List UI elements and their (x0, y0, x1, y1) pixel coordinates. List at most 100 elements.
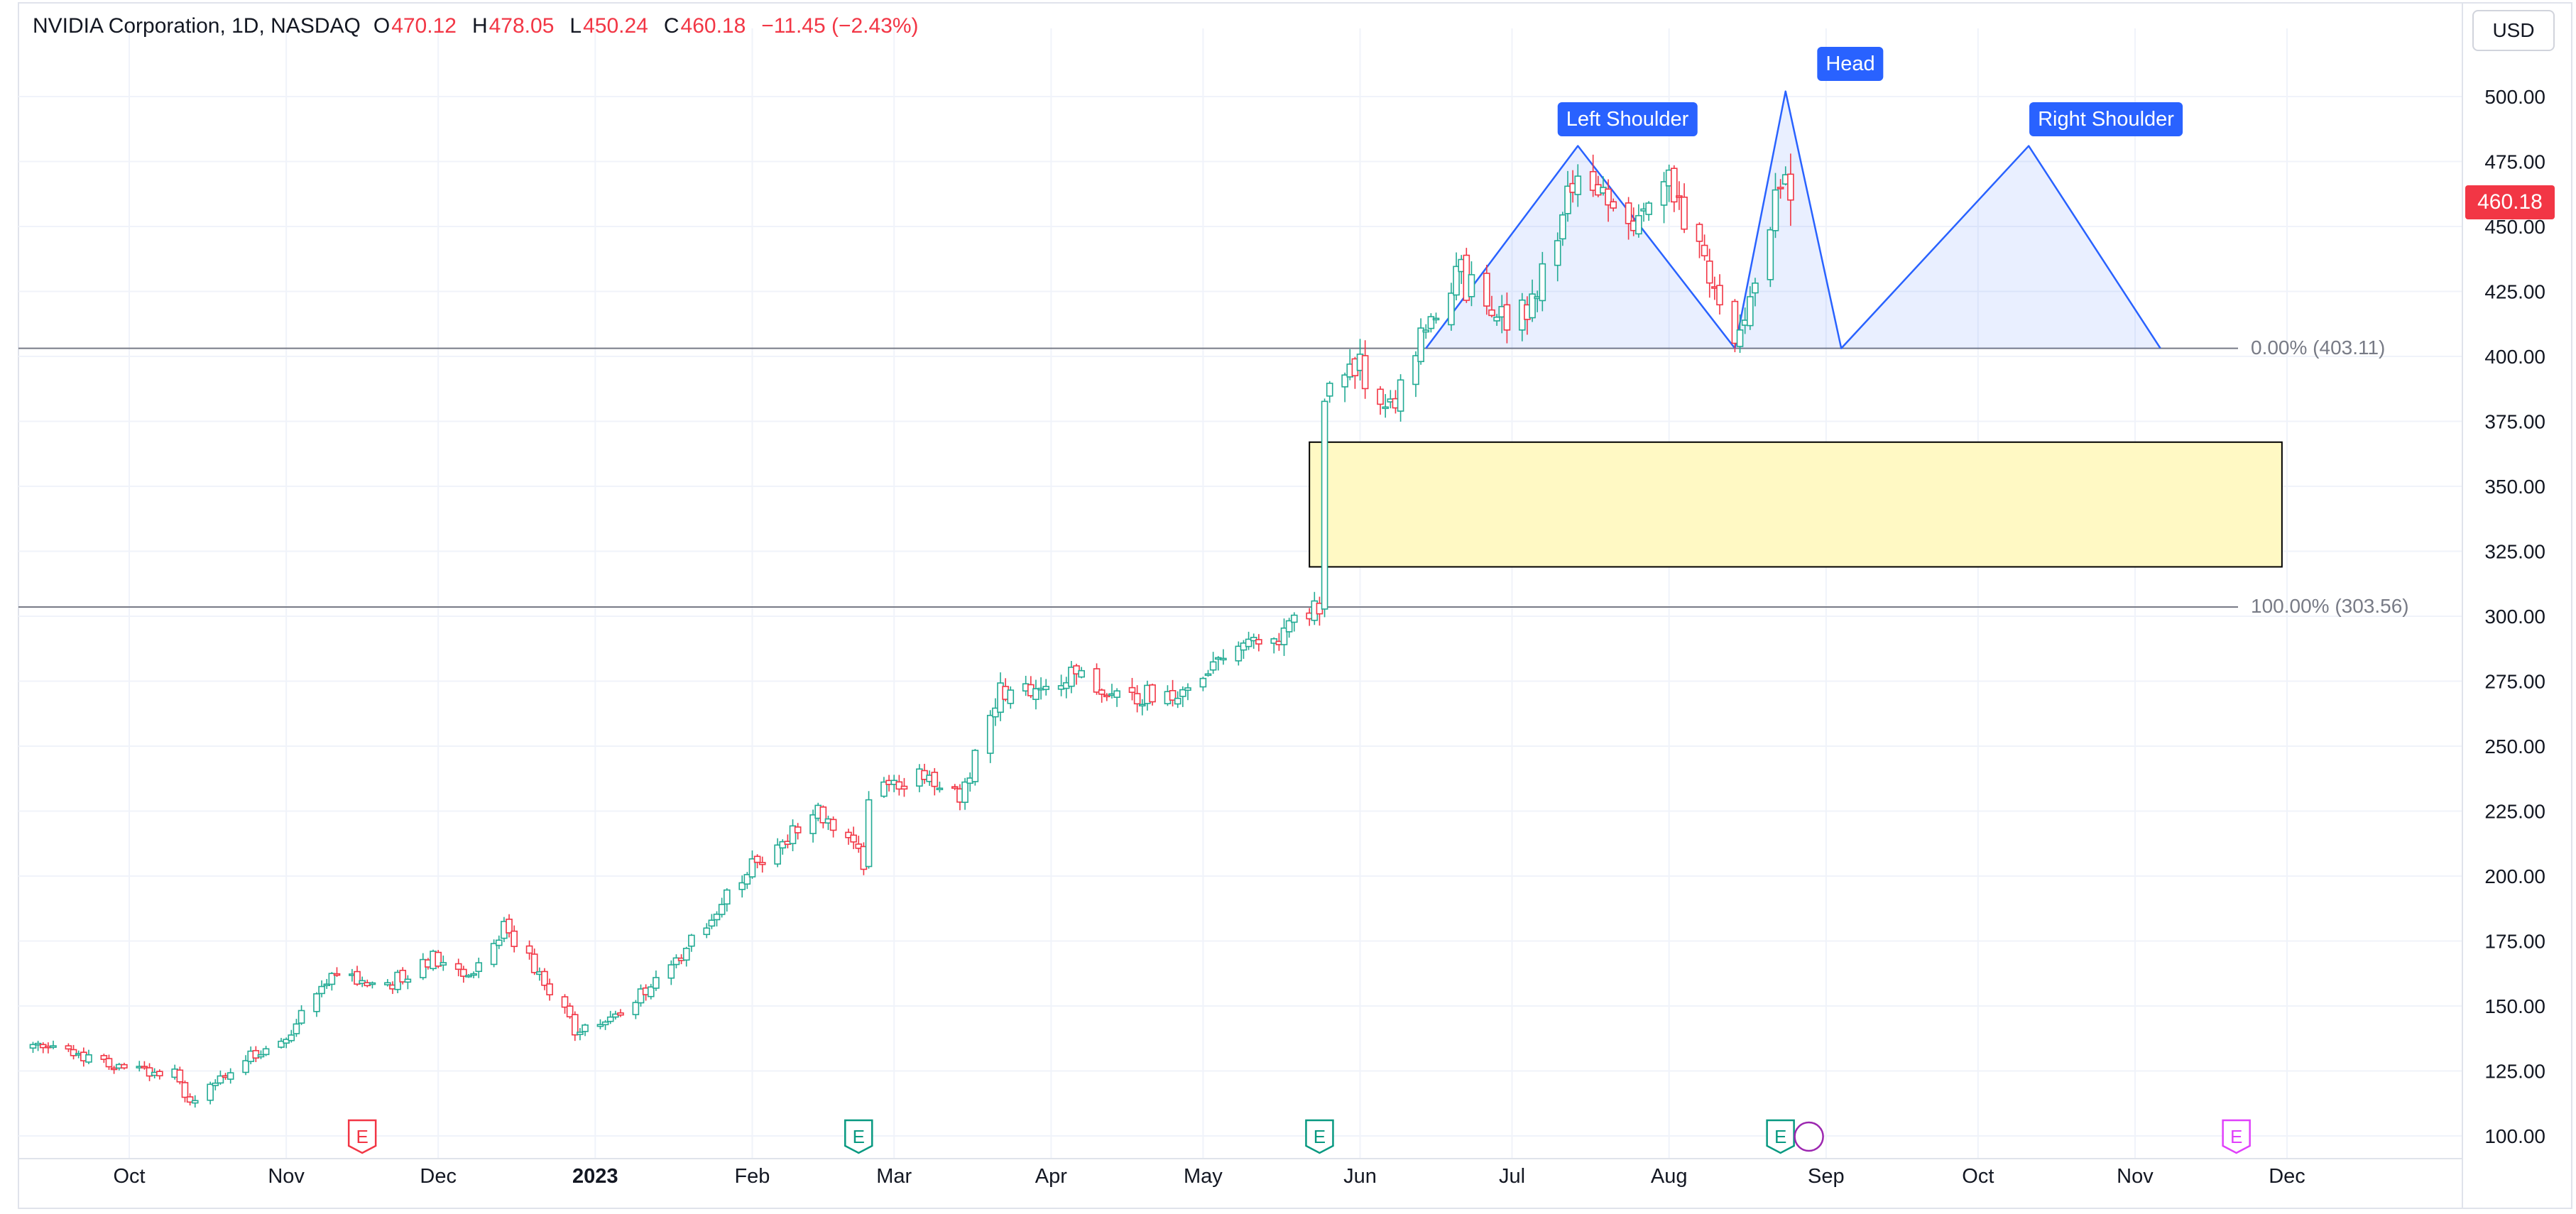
candle-body[interactable] (298, 1010, 305, 1024)
candle-body[interactable] (212, 1082, 219, 1086)
candle-body[interactable] (1589, 170, 1597, 191)
candle-body[interactable] (1574, 175, 1582, 195)
candle-body[interactable] (789, 825, 797, 845)
candle-body[interactable] (1255, 639, 1262, 645)
candle-body[interactable] (1412, 355, 1419, 385)
candle-body[interactable] (1483, 273, 1490, 307)
candle-body[interactable] (1767, 229, 1774, 280)
candle-body[interactable] (1716, 285, 1723, 306)
supply-zone-rect[interactable] (1309, 441, 2283, 568)
candle-body[interactable] (1103, 694, 1110, 698)
candle-body[interactable] (440, 962, 447, 966)
candle-body[interactable] (1610, 201, 1617, 209)
candle-body[interactable] (596, 1024, 604, 1027)
candle-body[interactable] (895, 781, 903, 790)
candle-body[interactable] (753, 855, 761, 863)
candle-body[interactable] (936, 787, 944, 791)
candle-body[interactable] (1138, 704, 1146, 707)
earnings-event-marker[interactable] (2222, 1119, 2251, 1154)
right-shoulder-label[interactable]: Right Shoulder (2029, 102, 2183, 136)
candle-body[interactable] (242, 1060, 249, 1073)
candle-body[interactable] (566, 1005, 574, 1017)
candle-body[interactable] (511, 930, 518, 947)
candle-body[interactable] (819, 806, 827, 824)
candle-body[interactable] (525, 945, 533, 954)
head-label[interactable]: Head (1817, 47, 1884, 81)
candle-body[interactable] (1448, 292, 1455, 326)
candle-body[interactable] (653, 977, 660, 989)
candle-body[interactable] (283, 1039, 290, 1044)
candle-body[interactable] (1417, 327, 1424, 363)
head-shoulders-line[interactable] (1425, 90, 2161, 349)
candle-body[interactable] (1280, 627, 1288, 645)
candle-body[interactable] (105, 1058, 113, 1068)
candle-body[interactable] (647, 986, 655, 997)
candle-body[interactable] (354, 970, 361, 985)
candle-body[interactable] (217, 1075, 224, 1084)
candle-body[interactable] (713, 913, 721, 921)
dividend-event-marker[interactable] (1794, 1121, 1824, 1152)
candle-body[interactable] (257, 1054, 265, 1058)
candle-body[interactable] (1245, 638, 1252, 647)
candle-body[interactable] (475, 962, 483, 973)
candle-body[interactable] (181, 1082, 189, 1098)
candle-body[interactable] (328, 973, 336, 985)
currency-button[interactable]: USD (2472, 10, 2555, 51)
candle-body[interactable] (1078, 669, 1085, 678)
candle-body[interactable] (672, 957, 680, 966)
candle-body[interactable] (606, 1016, 614, 1022)
candle-body[interactable] (617, 1012, 624, 1016)
candle-body[interactable] (1093, 668, 1101, 693)
candle-body[interactable] (582, 1024, 589, 1032)
earnings-event-marker[interactable] (1305, 1119, 1334, 1154)
candle-body[interactable] (288, 1034, 295, 1041)
candle-body[interactable] (971, 750, 979, 782)
candle-body[interactable] (632, 1002, 640, 1015)
candle-body[interactable] (1554, 240, 1561, 266)
candle-body[interactable] (612, 1013, 619, 1018)
candle-body[interactable] (1427, 316, 1435, 329)
candle-body[interactable] (85, 1054, 92, 1063)
candle-body[interactable] (1731, 300, 1739, 344)
candle-body[interactable] (1133, 693, 1141, 705)
symbol-title[interactable]: NVIDIA Corporation, 1D, NASDAQ (33, 14, 361, 38)
candle-body[interactable] (774, 844, 781, 865)
candle-body[interactable] (435, 951, 442, 967)
candle-body[interactable] (1625, 202, 1632, 224)
candle-body[interactable] (1073, 665, 1080, 674)
candle-body[interactable] (900, 785, 908, 790)
candle-body[interactable] (1635, 214, 1642, 235)
candle-body[interactable] (100, 1055, 108, 1060)
candle-body[interactable] (191, 1100, 199, 1104)
candle-body[interactable] (156, 1071, 163, 1077)
candle-body[interactable] (723, 889, 731, 905)
candle-body[interactable] (1676, 195, 1683, 198)
candle-body[interactable] (738, 882, 746, 890)
candle-body[interactable] (470, 973, 477, 976)
earnings-event-marker[interactable] (844, 1119, 873, 1154)
candle-body[interactable] (561, 996, 569, 1008)
candle-body[interactable] (1007, 689, 1015, 704)
candle-body[interactable] (384, 982, 391, 985)
candle-body[interactable] (1204, 673, 1212, 677)
candle-body[interactable] (829, 819, 837, 831)
candle-body[interactable] (495, 939, 503, 946)
candle-body[interactable] (1397, 379, 1404, 412)
candle-body[interactable] (951, 786, 959, 789)
candle-body[interactable] (506, 919, 513, 934)
candle-body[interactable] (1696, 224, 1703, 242)
candle-body[interactable] (748, 858, 756, 877)
candle-body[interactable] (419, 958, 427, 978)
candle-body[interactable] (359, 980, 366, 984)
candle-body[interactable] (278, 1040, 285, 1048)
candle-body[interactable] (703, 927, 711, 936)
candle-body[interactable] (141, 1066, 148, 1068)
candle-body[interactable] (490, 943, 498, 966)
candle-body[interactable] (1503, 304, 1511, 331)
candle-body[interactable] (1752, 283, 1759, 294)
candle-body[interactable] (546, 983, 553, 995)
candle-body[interactable] (1671, 168, 1678, 203)
candle-body[interactable] (1377, 388, 1384, 405)
candle-body[interactable] (682, 948, 690, 961)
candle-body[interactable] (1564, 185, 1571, 214)
